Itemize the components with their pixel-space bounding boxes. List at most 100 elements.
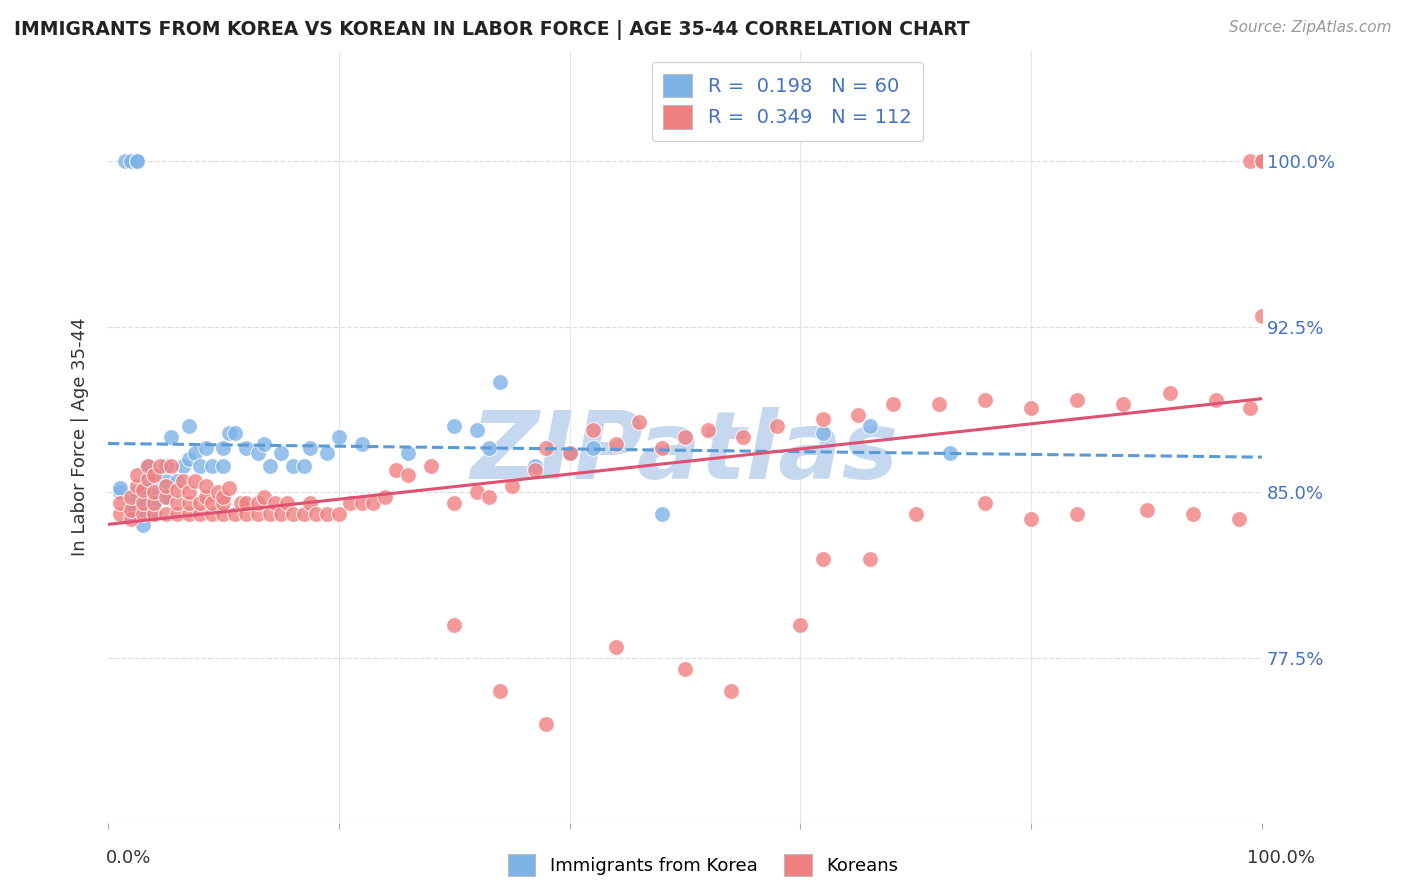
Point — [264, 496, 287, 510]
Point — [1239, 401, 1261, 416]
Point — [108, 496, 131, 510]
Point — [316, 508, 339, 522]
Point — [155, 490, 177, 504]
Point — [582, 441, 605, 455]
Point — [651, 508, 673, 522]
Point — [166, 508, 188, 522]
Point — [120, 512, 142, 526]
Point — [212, 441, 235, 455]
Point — [108, 508, 131, 522]
Point — [673, 662, 696, 676]
Point — [858, 551, 880, 566]
Point — [523, 463, 546, 477]
Point — [292, 508, 315, 522]
Point — [212, 458, 235, 473]
Point — [131, 508, 153, 522]
Point — [465, 424, 488, 438]
Point — [281, 458, 304, 473]
Point — [478, 490, 501, 504]
Point — [125, 485, 148, 500]
Point — [177, 496, 200, 510]
Point — [478, 441, 501, 455]
Point — [212, 508, 235, 522]
Point — [558, 445, 581, 459]
Point — [270, 508, 292, 522]
Point — [235, 508, 257, 522]
Point — [143, 472, 166, 486]
Point — [813, 551, 835, 566]
Text: IMMIGRANTS FROM KOREA VS KOREAN IN LABOR FORCE | AGE 35-44 CORRELATION CHART: IMMIGRANTS FROM KOREA VS KOREAN IN LABOR… — [14, 20, 970, 39]
Point — [396, 445, 419, 459]
Point — [374, 490, 396, 504]
Point — [974, 392, 997, 407]
Point — [350, 496, 373, 510]
Point — [536, 441, 558, 455]
Text: 0.0%: 0.0% — [105, 849, 150, 867]
Point — [1239, 154, 1261, 169]
Point — [396, 467, 419, 482]
Point — [443, 419, 465, 434]
Point — [813, 412, 835, 426]
Point — [125, 154, 148, 169]
Point — [108, 481, 131, 495]
Point — [1251, 309, 1274, 323]
Point — [605, 436, 627, 450]
Point — [195, 478, 218, 492]
Point — [149, 458, 172, 473]
Point — [1066, 508, 1088, 522]
Point — [846, 408, 869, 422]
Point — [188, 496, 211, 510]
Point — [160, 430, 183, 444]
Point — [276, 496, 298, 510]
Point — [125, 467, 148, 482]
Point — [789, 617, 811, 632]
Point — [108, 485, 131, 500]
Point — [120, 503, 142, 517]
Point — [143, 508, 166, 522]
Point — [131, 481, 153, 495]
Point — [155, 458, 177, 473]
Point — [120, 490, 142, 504]
Point — [224, 425, 246, 440]
Point — [1066, 392, 1088, 407]
Point — [465, 485, 488, 500]
Point — [218, 481, 240, 495]
Point — [195, 441, 218, 455]
Point — [813, 425, 835, 440]
Point — [155, 508, 177, 522]
Point — [131, 491, 153, 506]
Point — [328, 430, 350, 444]
Point — [201, 496, 224, 510]
Point — [270, 445, 292, 459]
Legend: Immigrants from Korea, Koreans: Immigrants from Korea, Koreans — [501, 847, 905, 883]
Point — [120, 508, 142, 522]
Point — [558, 445, 581, 459]
Point — [120, 496, 142, 510]
Point — [363, 496, 385, 510]
Point — [731, 430, 754, 444]
Point — [1181, 508, 1204, 522]
Point — [138, 472, 160, 486]
Point — [188, 458, 211, 473]
Point — [1112, 397, 1135, 411]
Point — [305, 508, 328, 522]
Point — [224, 508, 246, 522]
Point — [143, 485, 166, 500]
Point — [125, 490, 148, 504]
Point — [253, 436, 276, 450]
Point — [229, 496, 252, 510]
Text: Source: ZipAtlas.com: Source: ZipAtlas.com — [1229, 20, 1392, 35]
Point — [143, 496, 166, 510]
Point — [292, 458, 315, 473]
Point — [155, 475, 177, 489]
Point — [651, 441, 673, 455]
Point — [212, 496, 235, 510]
Point — [489, 684, 512, 698]
Text: ZIPatlas: ZIPatlas — [471, 407, 898, 499]
Point — [627, 415, 650, 429]
Legend: R =  0.198   N = 60, R =  0.349   N = 112: R = 0.198 N = 60, R = 0.349 N = 112 — [651, 62, 924, 141]
Point — [166, 475, 188, 489]
Point — [131, 503, 153, 517]
Point — [138, 458, 160, 473]
Point — [1251, 154, 1274, 169]
